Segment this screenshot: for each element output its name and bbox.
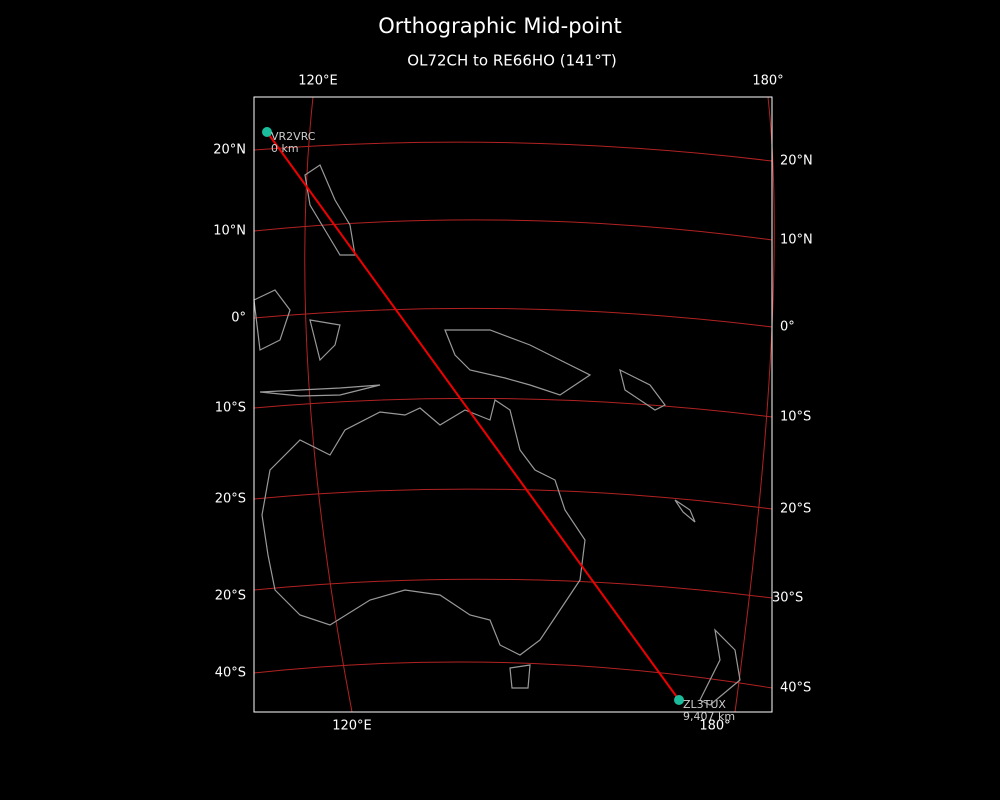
right-label: 10°N (780, 233, 813, 248)
bottom-label: 180° (699, 719, 730, 734)
right-label: 40°S (780, 681, 811, 696)
left-label: 20°S (215, 492, 246, 507)
right-label: 30°S (772, 591, 803, 606)
right-label: 0° (780, 320, 795, 335)
bottom-label: 120°E (332, 719, 372, 734)
left-label: 20°S (215, 589, 246, 604)
right-label: 20°S (780, 502, 811, 517)
left-label: 10°N (213, 224, 246, 239)
station-name: VR2VRC (271, 130, 316, 143)
right-label: 10°S (780, 410, 811, 425)
station-distance: 9,407 km (683, 710, 735, 723)
left-label: 40°S (215, 666, 246, 681)
title: Orthographic Mid-point (378, 14, 622, 38)
subtitle: OL72CH to RE66HO (141°T) (407, 52, 616, 70)
station-marker (674, 695, 684, 705)
station-name: ZL3TUX (683, 698, 726, 711)
graticule (253, 96, 775, 713)
left-label: 0° (231, 311, 246, 326)
left-label: 10°S (215, 401, 246, 416)
top-label: 120°E (298, 74, 338, 89)
great-circle-path (266, 131, 680, 701)
station-marker (262, 127, 272, 137)
map-frame (253, 96, 773, 713)
top-label: 180° (752, 74, 783, 89)
right-label: 20°N (780, 154, 813, 169)
left-label: 20°N (213, 143, 246, 158)
station-distance: 0 km (271, 142, 299, 155)
